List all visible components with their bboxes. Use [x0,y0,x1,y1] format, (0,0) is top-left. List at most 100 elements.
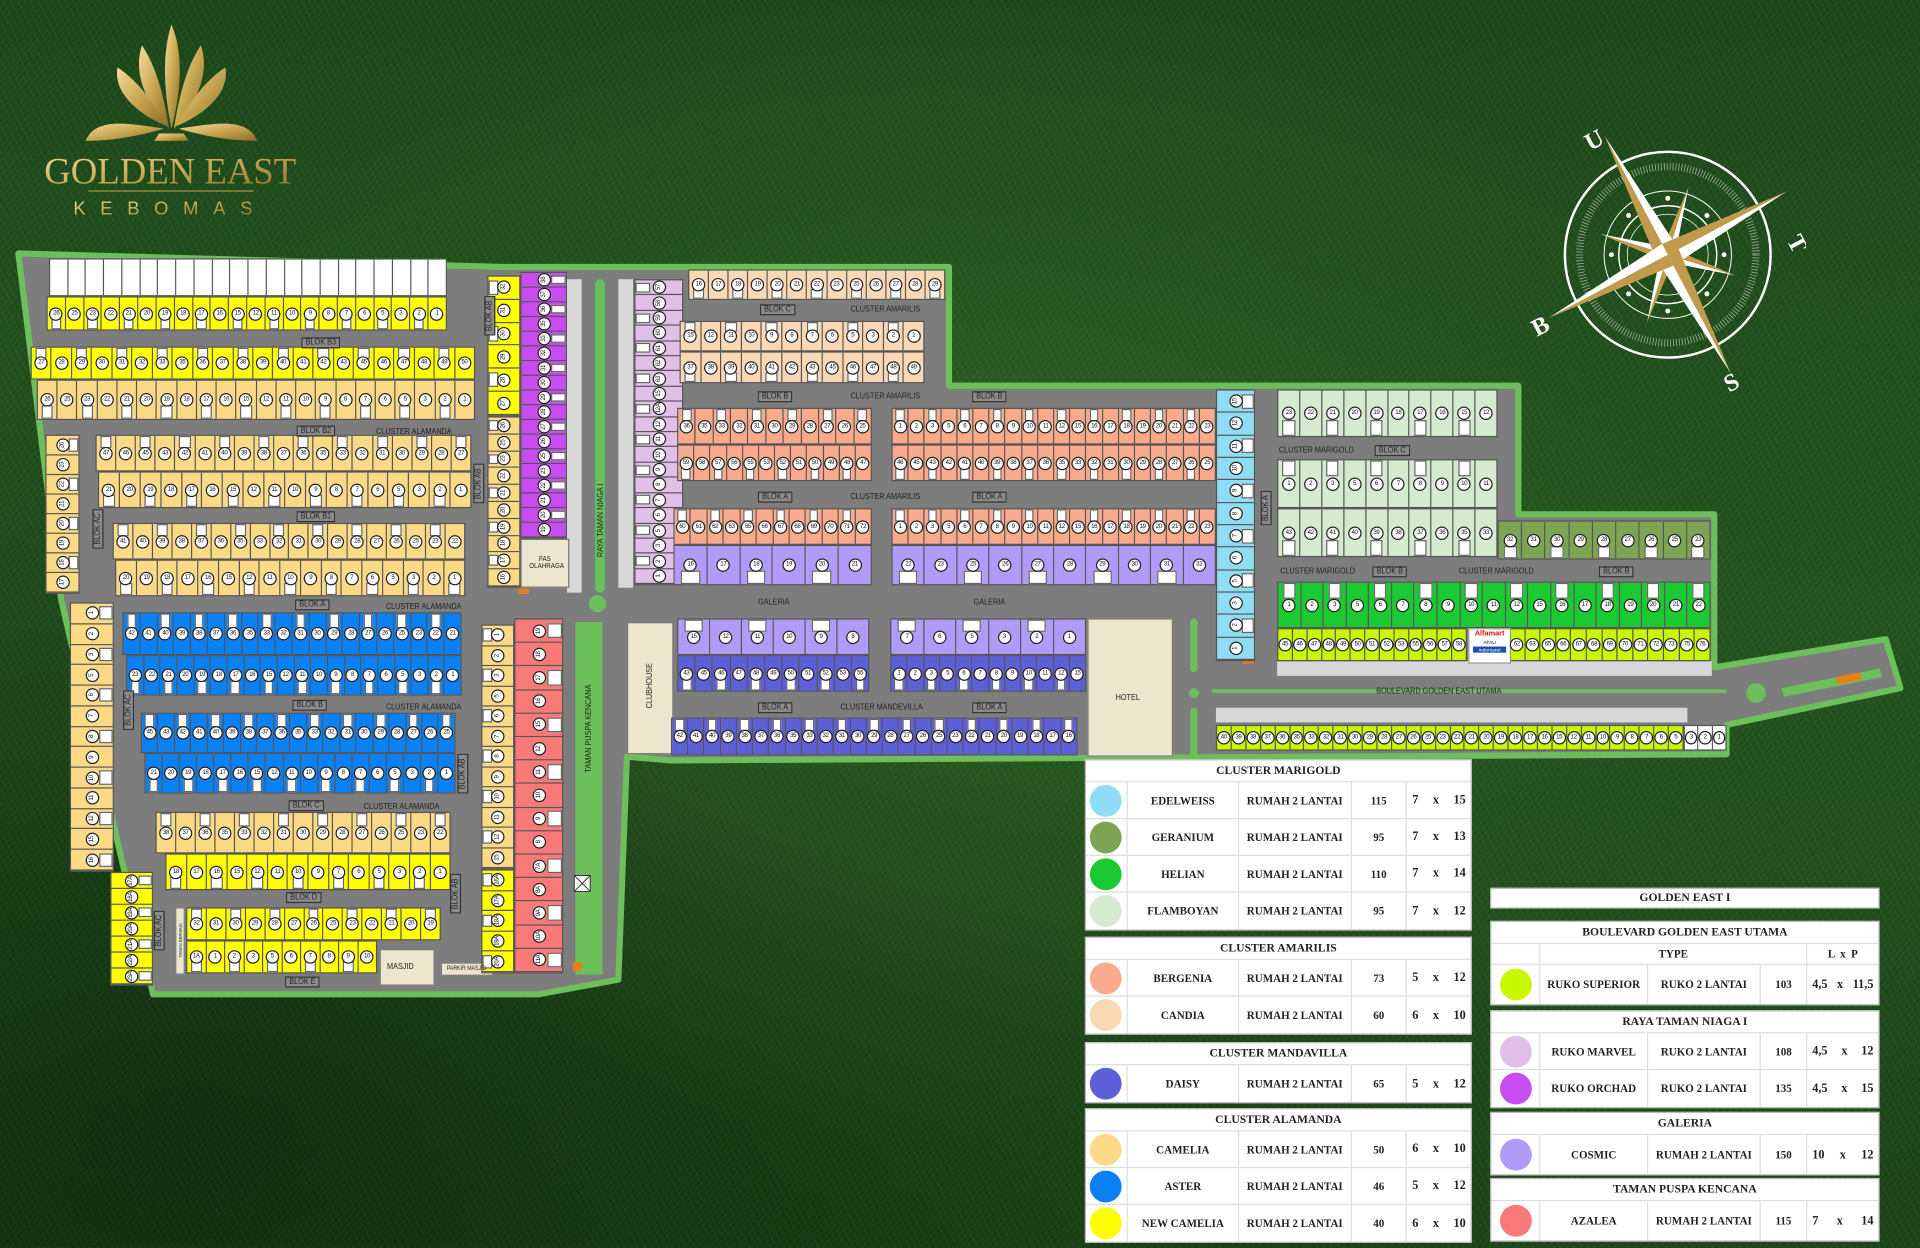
lot[interactable]: 20 [177,656,195,695]
lot[interactable]: 10A [515,925,563,949]
lot[interactable]: 15 [1070,509,1087,544]
lot[interactable]: 19 [515,619,563,644]
lot[interactable]: 12 [1054,509,1071,544]
lot[interactable]: 41 [195,435,216,471]
lot[interactable]: 5 [940,656,957,691]
lot[interactable]: 8 [635,477,683,494]
lot[interactable]: 27 [886,270,906,299]
lot[interactable]: 10 [1021,656,1038,691]
lot[interactable]: 46 [116,435,137,471]
lot[interactable]: 5 [1669,726,1683,750]
lot[interactable]: 42 [1300,509,1323,556]
lot[interactable] [266,259,285,296]
lot[interactable]: 29 [866,718,883,755]
lot[interactable]: 27 [284,908,305,940]
lot[interactable]: 63 [1525,629,1541,661]
lot[interactable]: 46 [1292,629,1308,661]
lot[interactable]: 11 [1581,726,1597,750]
lot[interactable]: 9 [316,380,337,419]
lot[interactable]: 31 [748,408,767,444]
lot[interactable]: 3 [403,560,425,596]
lot[interactable]: 19 [1012,718,1029,755]
lot[interactable]: 27 [451,435,471,471]
lot[interactable]: 31 [339,713,357,752]
lot[interactable]: 37 [176,813,196,853]
lot[interactable]: 9 [762,322,783,351]
lot[interactable]: 10 [358,941,376,973]
lot[interactable]: 28 [1151,445,1168,481]
lot[interactable]: 6 [482,706,514,727]
lot[interactable]: 49 [765,656,783,691]
lot[interactable]: 6 [282,941,302,973]
lot[interactable]: 11 [1217,435,1254,458]
lot[interactable]: 19A [111,904,152,921]
lot[interactable] [68,259,87,296]
lot[interactable]: 22 [102,297,121,330]
lot[interactable]: 29 [1569,521,1593,559]
lot[interactable]: 22 [362,908,383,940]
lot[interactable]: 10 [482,787,514,808]
lot[interactable]: 2 [907,656,924,691]
lot[interactable]: 25 [406,524,427,559]
lot[interactable]: 1 [1278,460,1301,507]
lot[interactable]: 5 [395,380,416,419]
lot[interactable] [104,259,123,296]
lot[interactable] [338,259,357,296]
lot[interactable]: 58 [694,445,711,481]
lot[interactable]: 11 [1475,460,1497,507]
lot[interactable]: 46 [374,347,395,379]
lot[interactable]: 25 [438,713,455,752]
lot[interactable]: 37 [191,524,212,559]
lot[interactable]: 1A [187,941,207,973]
lot[interactable]: 3 [1217,592,1254,616]
lot[interactable]: 43 [1278,509,1301,556]
lot[interactable]: 42 [313,347,335,379]
lot[interactable]: 27 [488,392,520,416]
lot[interactable]: 16 [515,690,563,714]
lot[interactable]: 30 [766,408,784,444]
lot[interactable]: 36 [678,408,696,444]
lot[interactable]: 63 [635,371,683,387]
lot[interactable]: 51 [1365,629,1380,661]
lot[interactable]: 20 [1479,726,1495,750]
lot[interactable]: 25 [1421,726,1436,750]
lot[interactable]: 27 [352,813,373,853]
lot[interactable]: 11 [742,619,774,654]
lot[interactable]: 3 [1322,460,1345,507]
lot[interactable]: 19 [194,656,211,695]
lot[interactable]: 28 [488,368,520,393]
lot[interactable]: 46 [892,445,909,481]
lot[interactable]: 17 [707,546,741,585]
lot[interactable]: 65 [1540,629,1557,661]
lot[interactable]: 15 [680,322,702,351]
lot[interactable]: 33 [250,524,271,559]
lot[interactable]: 29 [326,613,344,654]
lot[interactable]: 29 [1086,546,1119,585]
lot[interactable]: 10 [311,656,329,695]
lot[interactable]: 20 [1151,509,1168,544]
lot[interactable]: 18 [1028,718,1045,755]
lot[interactable]: 36 [1431,509,1454,556]
lot[interactable]: 39 [253,347,274,379]
lot[interactable]: 16 [1061,718,1077,755]
lot[interactable]: 20A [482,951,514,973]
lot[interactable]: 26 [915,718,932,755]
lot[interactable]: 22 [1687,582,1710,627]
lot[interactable]: 47 [1307,629,1322,661]
lot[interactable]: 9 [515,807,563,832]
lot[interactable]: 66 [1556,629,1572,661]
lot[interactable]: 2 [1021,619,1054,654]
lot[interactable]: 3 [1684,726,1699,750]
lot[interactable]: 42 [175,713,192,752]
lot[interactable]: 17A [482,890,514,912]
lot[interactable]: 10 [773,619,806,654]
lot[interactable]: 69 [1602,629,1618,661]
lot[interactable]: 18A [482,911,514,932]
lot[interactable]: 11 [71,788,113,809]
lot[interactable]: 10 [300,754,318,793]
lot[interactable]: 43 [678,656,696,691]
lot[interactable]: 8A [515,878,563,902]
lot[interactable]: 20 [806,546,839,585]
lot[interactable]: 2 [1301,582,1324,627]
lot[interactable]: 10 [280,560,302,596]
